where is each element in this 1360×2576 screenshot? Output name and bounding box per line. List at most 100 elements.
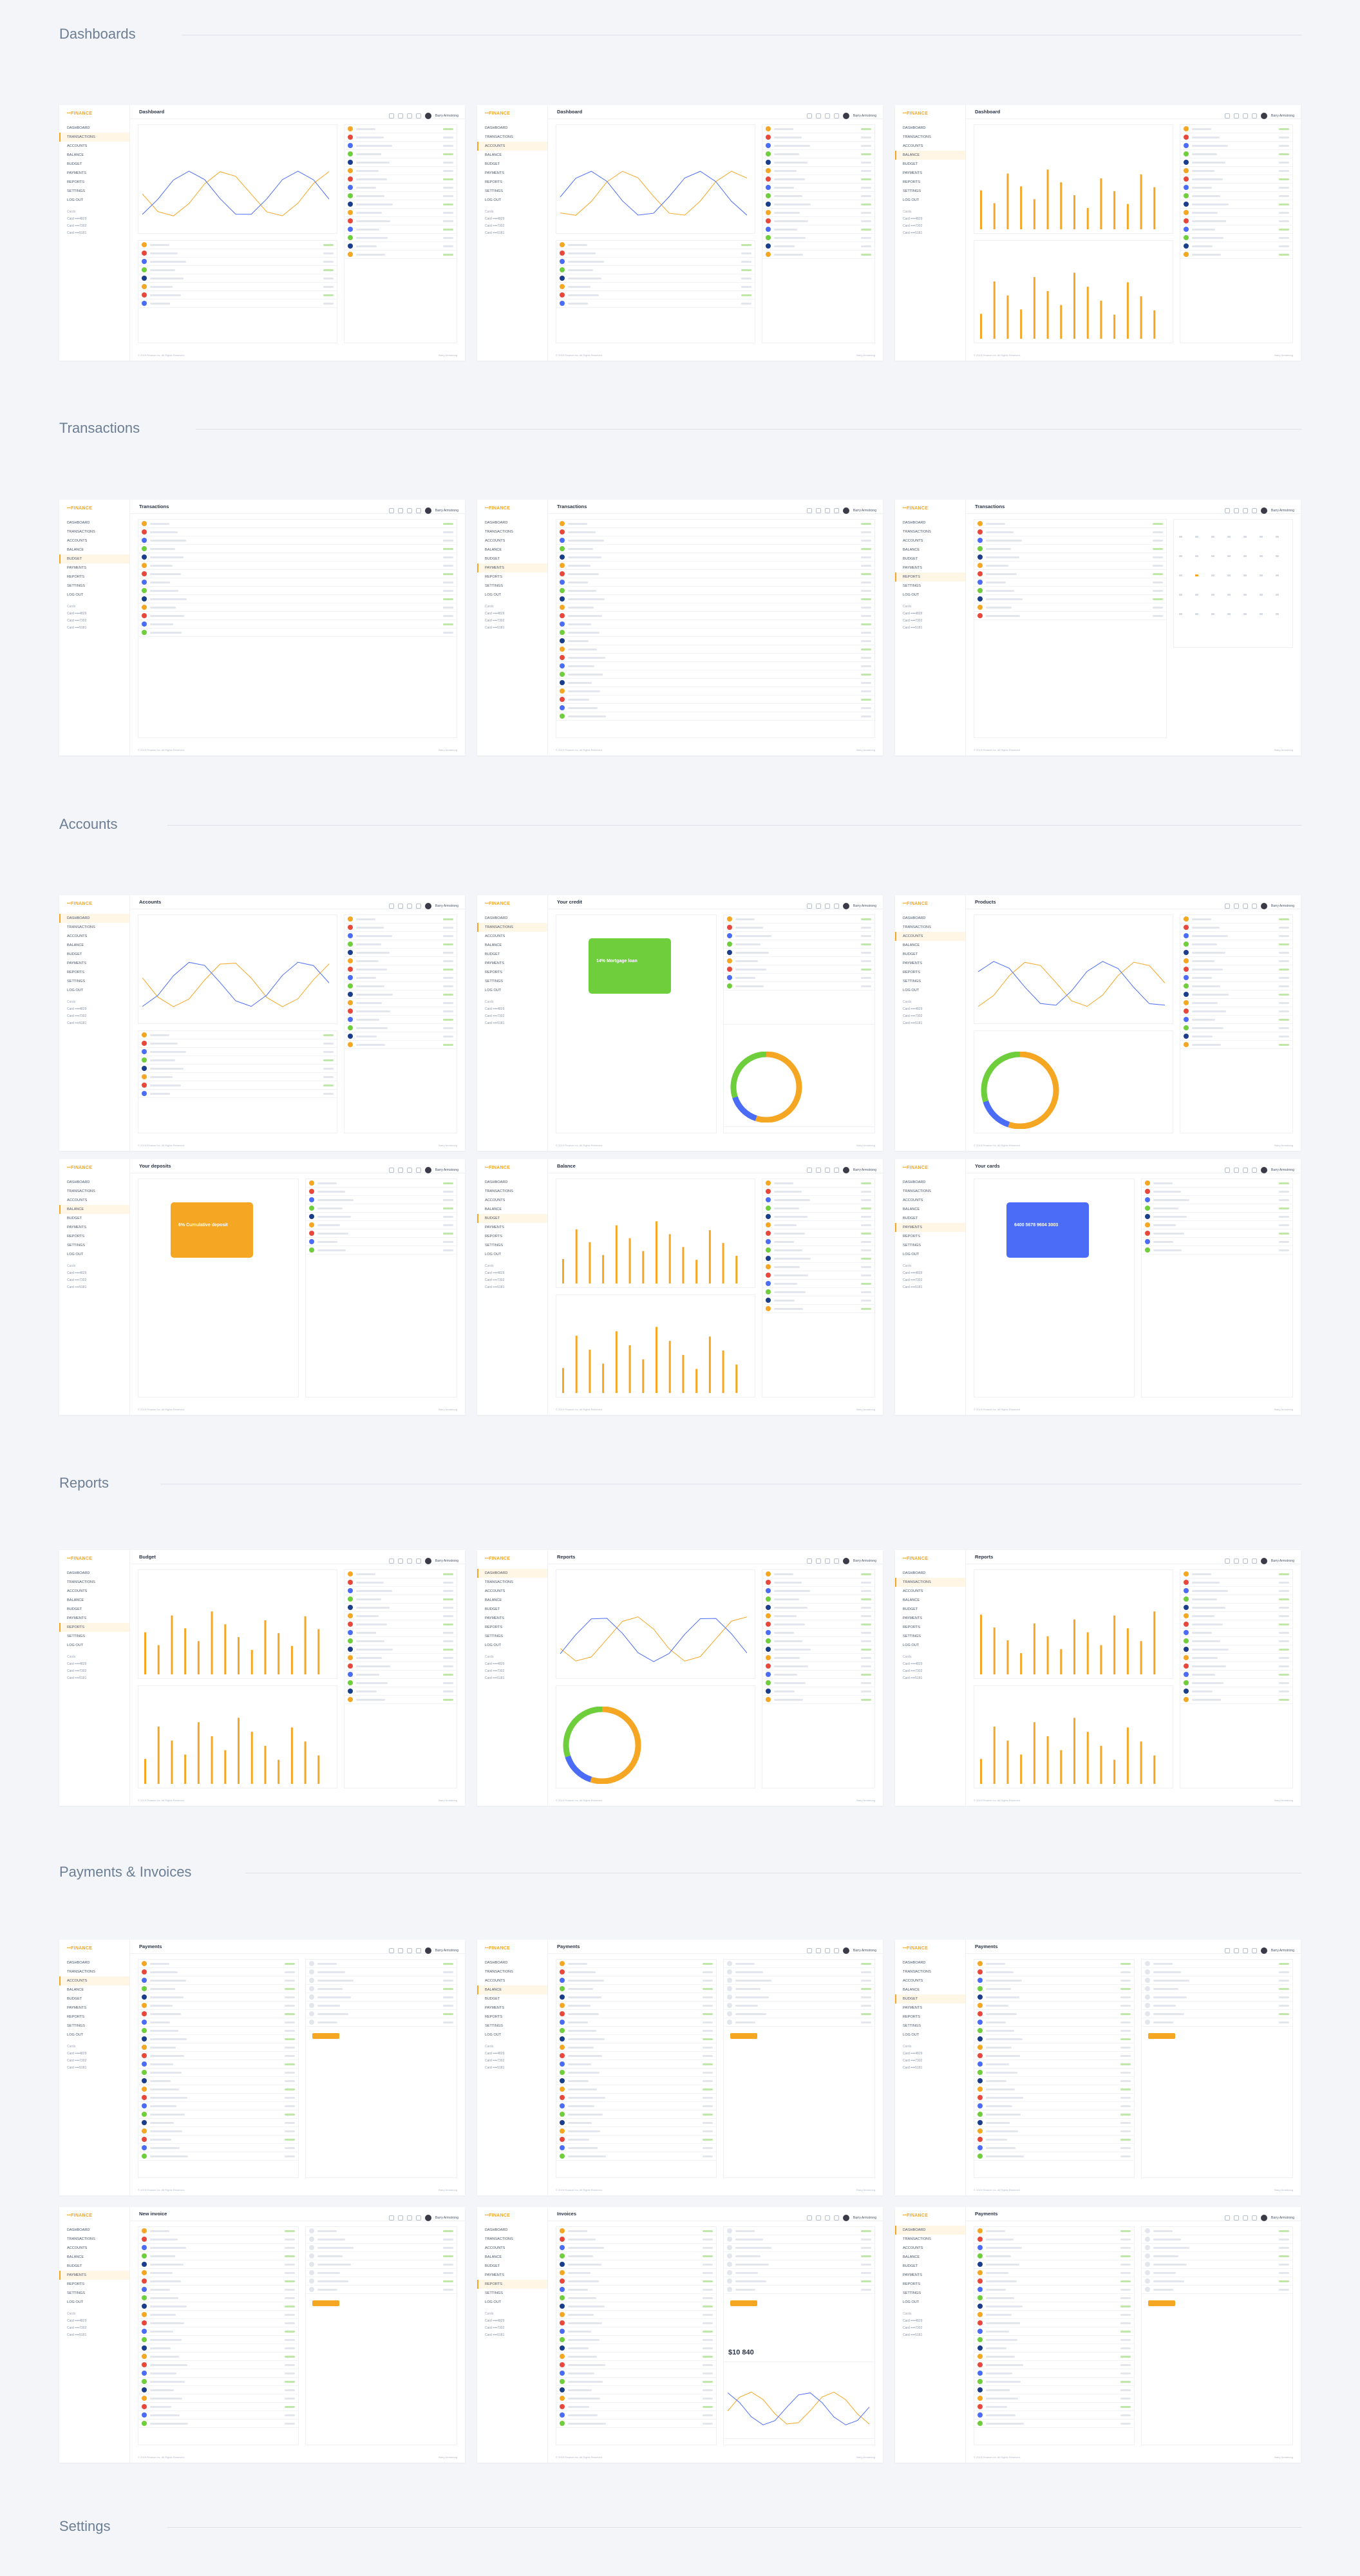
list-row[interactable] xyxy=(138,2085,298,2094)
list-row[interactable] xyxy=(974,2136,1134,2144)
list-row[interactable] xyxy=(138,1081,337,1090)
nav-card-item[interactable]: Card ••••7302 xyxy=(485,1669,505,1673)
nav-item[interactable]: Budget xyxy=(485,162,500,166)
search-icon[interactable] xyxy=(1224,1558,1230,1564)
list-row[interactable] xyxy=(138,2027,298,2035)
nav-item[interactable]: Log out xyxy=(903,2300,920,2304)
nav-card-item[interactable]: Card ••••5181 xyxy=(67,1676,87,1680)
nav-item[interactable]: Budget xyxy=(485,952,500,956)
nav-item[interactable]: Transactions xyxy=(67,1580,95,1584)
calendar-day[interactable] xyxy=(1276,613,1279,615)
search-icon[interactable] xyxy=(388,1948,394,1953)
nav-card-item[interactable]: Card ••••7302 xyxy=(903,2059,923,2063)
list-row[interactable] xyxy=(138,2035,298,2043)
list-row[interactable] xyxy=(556,2094,716,2102)
list-row[interactable] xyxy=(1180,192,1292,200)
list-row[interactable] xyxy=(138,2102,298,2110)
nav-card-item[interactable]: Card ••••7302 xyxy=(903,1669,923,1673)
calendar-day[interactable] xyxy=(1211,536,1214,538)
list-row[interactable] xyxy=(1180,175,1292,184)
nav-card-item[interactable]: Card ••••7302 xyxy=(903,619,923,623)
list-row[interactable] xyxy=(138,545,457,553)
list-row[interactable] xyxy=(762,1271,874,1280)
nav-item[interactable]: Dashboard xyxy=(485,521,508,525)
nav-card-item[interactable]: Card ••••5181 xyxy=(903,2066,923,2070)
calendar-day[interactable] xyxy=(1243,536,1247,538)
calendar-day[interactable] xyxy=(1276,536,1279,538)
mail-icon[interactable] xyxy=(1242,113,1248,118)
nav-item[interactable]: Settings xyxy=(485,980,503,983)
list-row[interactable] xyxy=(556,620,874,629)
nav-item[interactable]: Budget xyxy=(485,1607,500,1611)
list-row[interactable] xyxy=(974,2010,1134,2018)
list-row[interactable] xyxy=(138,2294,298,2302)
list-row[interactable] xyxy=(1142,1229,1292,1238)
calendar-day[interactable] xyxy=(1227,574,1231,576)
list-row[interactable] xyxy=(556,662,874,670)
list-row[interactable] xyxy=(1180,242,1292,251)
list-row[interactable] xyxy=(556,2311,716,2319)
list-row[interactable] xyxy=(1180,999,1292,1007)
list-row[interactable] xyxy=(138,1090,337,1098)
list-row[interactable] xyxy=(556,2269,716,2277)
list-row[interactable] xyxy=(138,2119,298,2127)
avatar[interactable] xyxy=(1260,1558,1267,1564)
nav-item[interactable]: Accounts xyxy=(903,144,923,148)
nav-item[interactable]: Balance xyxy=(903,1988,920,1992)
list-row[interactable] xyxy=(762,1288,874,1296)
nav-item[interactable]: Dashboard xyxy=(67,2228,90,2232)
list-row[interactable] xyxy=(974,2378,1134,2386)
list-row[interactable] xyxy=(724,2269,874,2277)
nav-card-item[interactable]: Card ••••5181 xyxy=(485,1021,505,1025)
search-icon[interactable] xyxy=(806,113,812,118)
list-row[interactable] xyxy=(762,1255,874,1263)
list-row[interactable] xyxy=(306,1179,457,1188)
list-row[interactable] xyxy=(974,2027,1134,2035)
list-row[interactable] xyxy=(1180,1016,1292,1024)
nav-item[interactable]: Budget xyxy=(67,1997,82,2001)
nav-item[interactable]: Accounts xyxy=(485,1979,505,1983)
list-row[interactable] xyxy=(1180,1604,1292,1612)
mail-icon[interactable] xyxy=(824,113,830,118)
list-row[interactable] xyxy=(556,249,755,258)
nav-item[interactable]: Payments xyxy=(903,2273,922,2277)
gear-icon[interactable] xyxy=(833,508,839,513)
list-row[interactable] xyxy=(1142,1221,1292,1229)
list-row[interactable] xyxy=(556,2119,716,2127)
list-row[interactable] xyxy=(974,2336,1134,2344)
list-row[interactable] xyxy=(138,595,457,603)
nav-item[interactable]: Payments xyxy=(903,2006,922,2010)
list-row[interactable] xyxy=(138,2227,298,2235)
gear-icon[interactable] xyxy=(415,1558,421,1564)
list-row[interactable] xyxy=(138,2420,298,2428)
list-row[interactable] xyxy=(306,1976,457,1985)
calendar-day[interactable] xyxy=(1211,555,1214,557)
nav-item[interactable]: Transactions xyxy=(485,2237,513,2241)
list-row[interactable] xyxy=(345,1007,457,1016)
list-row[interactable] xyxy=(762,142,874,150)
list-row[interactable] xyxy=(556,2110,716,2119)
nav-item[interactable]: Payments xyxy=(895,1223,965,1232)
nav-item[interactable]: Balance xyxy=(67,153,84,157)
list-row[interactable] xyxy=(1180,1570,1292,1578)
nav-item[interactable]: Budget xyxy=(59,554,129,564)
bell-icon[interactable] xyxy=(1233,1558,1239,1564)
nav-item[interactable]: Log out xyxy=(485,1643,502,1647)
nav-item[interactable]: Dashboard xyxy=(485,916,508,920)
list-row[interactable] xyxy=(1142,2244,1292,2252)
list-row[interactable] xyxy=(1142,1993,1292,2002)
list-row[interactable] xyxy=(345,990,457,999)
nav-item[interactable]: Balance xyxy=(59,1205,129,1214)
search-icon[interactable] xyxy=(1224,113,1230,118)
nav-item[interactable]: Settings xyxy=(903,1244,921,1247)
mail-icon[interactable] xyxy=(824,2215,830,2221)
list-row[interactable] xyxy=(556,2227,716,2235)
nav-item[interactable]: Reports xyxy=(67,2282,84,2286)
nav-item[interactable]: Accounts xyxy=(485,934,505,938)
mail-icon[interactable] xyxy=(1242,1558,1248,1564)
nav-item[interactable]: Log out xyxy=(485,989,502,992)
calendar-day[interactable] xyxy=(1276,594,1279,596)
list-row[interactable] xyxy=(138,2110,298,2119)
list-row[interactable] xyxy=(974,2043,1134,2052)
list-row[interactable] xyxy=(138,570,457,578)
